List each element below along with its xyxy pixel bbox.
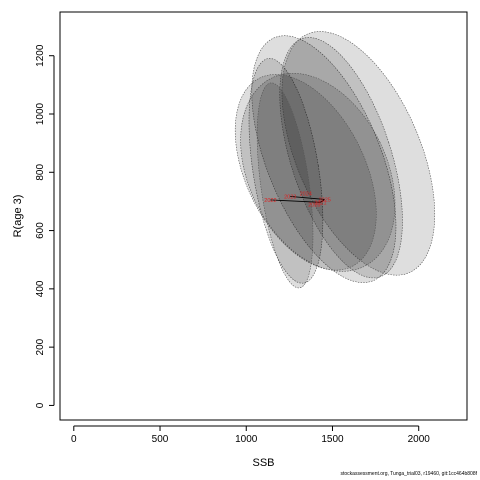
credit-text: stockassessment.org, Tunga_trial03, r194…	[340, 471, 477, 477]
y-tick-label: 1000	[35, 102, 46, 125]
confidence-ellipse	[281, 31, 436, 276]
y-axis: 0 200 400 600 800 1000 1200	[35, 44, 55, 408]
trajectory-segment	[270, 199, 321, 203]
point-label: 2021	[314, 200, 326, 206]
x-tick-label: 1500	[321, 434, 344, 445]
confidence-ellipse	[248, 58, 324, 284]
y-axis-title: R(age 3)	[12, 195, 24, 238]
x-tick-label: 0	[71, 434, 77, 445]
y-tick-label: 400	[35, 280, 46, 297]
x-axis: 0 500 1000 1500 2000	[71, 425, 431, 445]
trajectory-segment	[290, 196, 325, 200]
confidence-ellipses	[234, 31, 436, 289]
y-tick-label: 1200	[35, 44, 46, 67]
trajectory-segment	[320, 199, 325, 203]
point-label: 2024	[300, 191, 312, 197]
plot-frame	[59, 11, 468, 421]
x-tick-label: 500	[152, 434, 169, 445]
point-label: 2020	[308, 202, 320, 208]
point-label: 2025	[319, 197, 331, 203]
trajectory-lines	[270, 196, 325, 203]
point-label: 2023	[284, 194, 296, 200]
x-axis-title: SSB	[252, 457, 274, 469]
x-tick-label: 1000	[235, 434, 258, 445]
confidence-ellipse	[251, 35, 397, 283]
confidence-ellipse	[240, 72, 396, 272]
confidence-ellipse	[234, 74, 377, 271]
confidence-ellipse	[279, 37, 403, 279]
y-tick-label: 800	[35, 164, 46, 181]
x-tick-label: 2000	[408, 434, 431, 445]
y-tick-label: 600	[35, 222, 46, 239]
confidence-ellipse	[256, 82, 314, 289]
y-tick-label: 200	[35, 338, 46, 355]
point-label: 2022	[264, 198, 276, 204]
y-tick-label: 0	[35, 402, 46, 408]
